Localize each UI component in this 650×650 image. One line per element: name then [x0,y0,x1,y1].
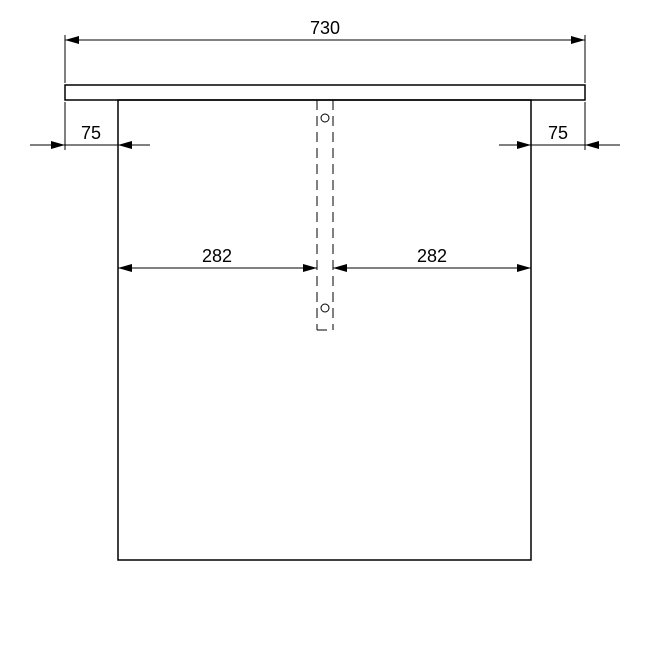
dim-text-top: 730 [310,18,340,38]
arrow-icon [118,141,132,149]
dim-text-center-left: 282 [202,246,232,266]
hole-bottom-icon [321,304,329,312]
dim-text-center-right: 282 [417,246,447,266]
dim-text-right-offset: 75 [548,123,568,143]
technical-drawing: 730 75 75 282 282 [0,0,650,650]
arrow-icon [517,264,531,272]
arrow-icon [65,36,79,44]
arrow-icon [517,141,531,149]
arrow-icon [303,264,317,272]
arrow-icon [571,36,585,44]
hole-top-icon [321,114,329,122]
arrow-icon [333,264,347,272]
dim-text-left-offset: 75 [81,123,101,143]
arrow-icon [585,141,599,149]
top-plate [65,85,585,100]
arrow-icon [118,264,132,272]
arrow-icon [51,141,65,149]
